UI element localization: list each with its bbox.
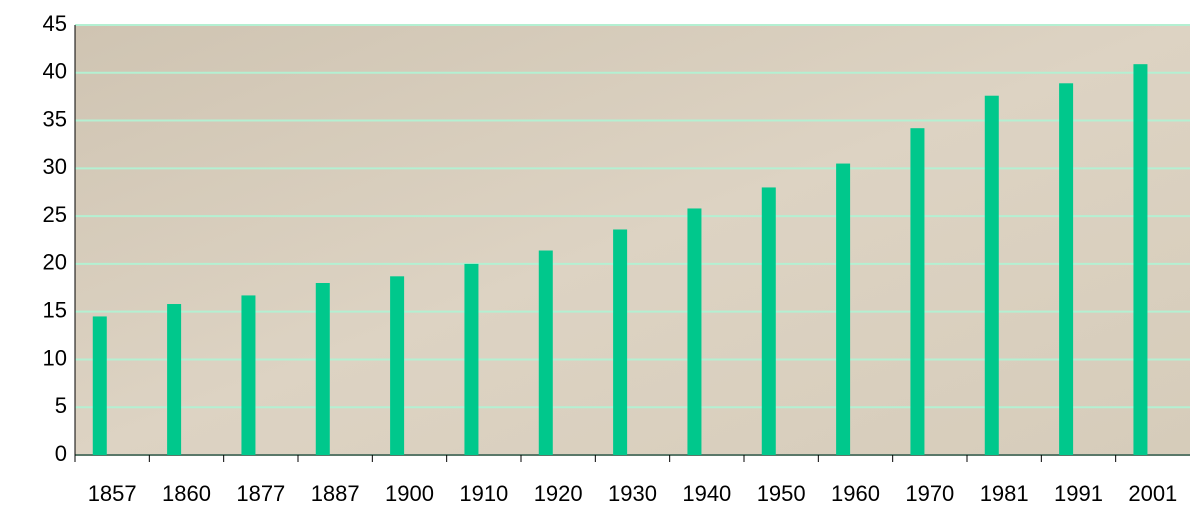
x-tick-label: 1981 (980, 481, 1029, 506)
x-tick-label: 2001 (1128, 481, 1177, 506)
bar (984, 95, 999, 455)
bar (167, 304, 182, 455)
x-tick-label: 1857 (88, 481, 137, 506)
y-tick-label: 30 (43, 154, 67, 179)
x-tick-label: 1877 (236, 481, 285, 506)
bar (538, 250, 553, 455)
bar (613, 229, 628, 455)
y-tick-label: 40 (43, 59, 67, 84)
bar (464, 263, 479, 455)
bar (390, 276, 405, 455)
plot-background (75, 25, 1190, 455)
y-tick-label: 10 (43, 345, 67, 370)
x-tick-label: 1950 (757, 481, 806, 506)
bar (910, 128, 925, 455)
y-tick-label: 25 (43, 202, 67, 227)
bar (836, 163, 851, 456)
bar (687, 208, 702, 455)
y-tick-label: 35 (43, 106, 67, 131)
bar (92, 316, 107, 455)
bar (241, 295, 256, 455)
y-tick-label: 45 (43, 11, 67, 36)
x-tick-label: 1900 (385, 481, 434, 506)
x-tick-label: 1930 (608, 481, 657, 506)
x-tick-label: 1991 (1054, 481, 1103, 506)
bar (1133, 64, 1148, 455)
x-tick-label: 1860 (162, 481, 211, 506)
y-tick-label: 20 (43, 250, 67, 275)
bar (1059, 83, 1074, 456)
x-tick-label: 1970 (905, 481, 954, 506)
bar (761, 187, 776, 455)
x-tick-label: 1940 (682, 481, 731, 506)
x-tick-label: 1887 (311, 481, 360, 506)
bar (315, 283, 330, 455)
y-tick-label: 0 (55, 441, 67, 466)
y-tick-label: 15 (43, 297, 67, 322)
x-tick-label: 1920 (534, 481, 583, 506)
x-tick-label: 1910 (459, 481, 508, 506)
y-tick-label: 5 (55, 393, 67, 418)
x-tick-label: 1960 (831, 481, 880, 506)
